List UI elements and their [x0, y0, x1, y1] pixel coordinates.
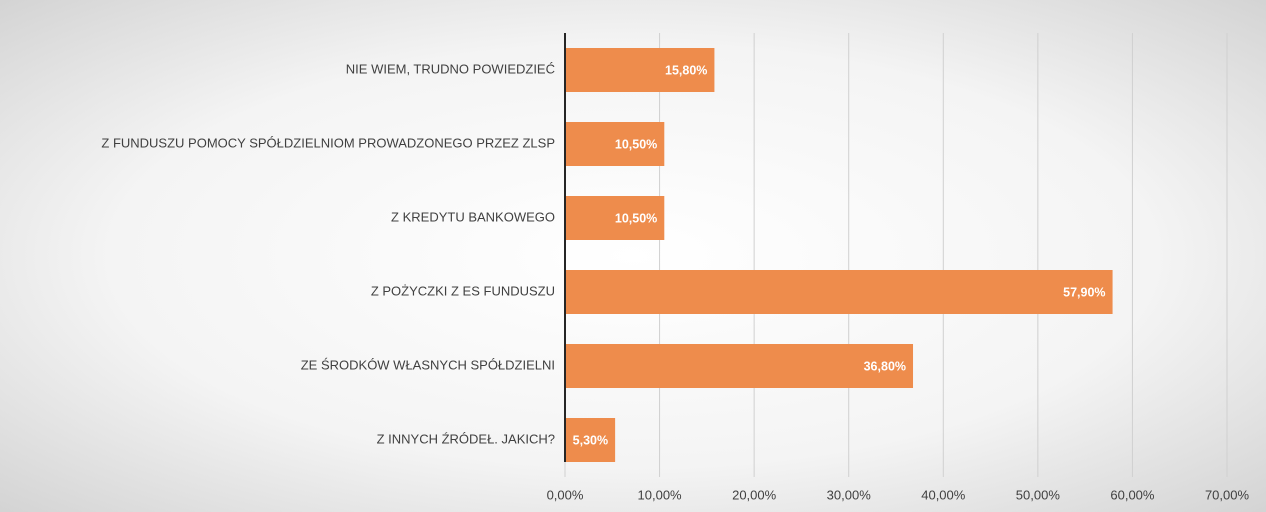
- x-tick-label: 30,00%: [827, 487, 872, 502]
- bar: [565, 418, 616, 462]
- y-tick-label: Z POŻYCZKI Z ES FUNDUSZU: [371, 283, 555, 298]
- y-tick-label: Z FUNDUSZU POMOCY SPÓŁDZIELNIOM PROWADZO…: [101, 135, 555, 150]
- bar: [565, 270, 1113, 314]
- x-tick-label: 20,00%: [732, 487, 777, 502]
- bar: [565, 196, 665, 240]
- x-tick-label: 0,00%: [547, 487, 584, 502]
- y-tick-label: ZE ŚRODKÓW WŁASNYCH SPÓŁDZIELNI: [301, 357, 555, 372]
- x-tick-label: 50,00%: [1016, 487, 1061, 502]
- value-label: 5,30%: [573, 433, 608, 447]
- x-tick-label: 10,00%: [638, 487, 683, 502]
- y-tick-label: Z INNYCH ŹRÓDEŁ. JAKICH?: [377, 431, 555, 446]
- bar: [565, 122, 665, 166]
- y-tick-label: Z KREDYTU BANKOWEGO: [391, 209, 555, 224]
- bar: [565, 344, 914, 388]
- y-tick-label: NIE WIEM, TRUDNO POWIEDZIEĆ: [346, 61, 555, 76]
- x-tick-label: 40,00%: [921, 487, 966, 502]
- value-label: 10,50%: [615, 137, 657, 151]
- value-label: 10,50%: [615, 211, 657, 225]
- x-tick-label: 70,00%: [1205, 487, 1250, 502]
- value-label: 57,90%: [1063, 285, 1105, 299]
- bar: [565, 48, 715, 92]
- value-label: 36,80%: [864, 359, 906, 373]
- value-label: 15,80%: [665, 63, 707, 77]
- x-tick-label: 60,00%: [1110, 487, 1155, 502]
